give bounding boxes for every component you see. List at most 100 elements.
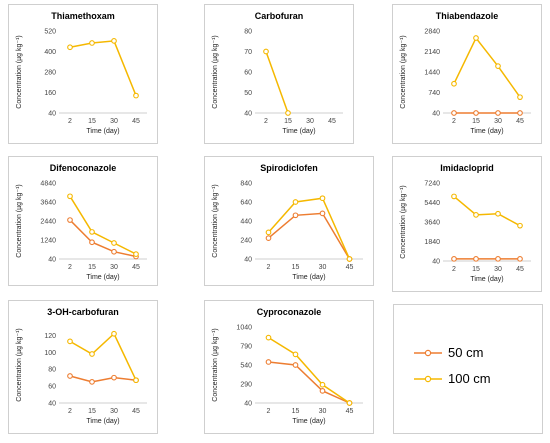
data-point-100-cm (292, 199, 299, 205)
x-tick-label: 2 (68, 264, 72, 271)
x-tick-label: 45 (346, 408, 354, 415)
data-point-100-cm (451, 80, 457, 87)
chart-svg: Carbofuran 40 50 60 70 80 2 15 30 45 Time (day) Con… (212, 11, 343, 135)
y-tick-label: 520 (44, 29, 56, 36)
x-axis-label: Time (day) (86, 274, 119, 281)
x-tick-label: 45 (132, 264, 140, 271)
data-point-50-cm (89, 379, 95, 385)
data-point-100-cm (111, 38, 117, 44)
y-tick-label: 60 (48, 384, 56, 391)
y-tick-label: 240 (240, 238, 252, 245)
chart-title-difenoconazole: Difenoconazole (50, 163, 117, 173)
chart-title-carbofuran: Carbofuran (255, 11, 304, 21)
x-tick-label: 30 (110, 118, 118, 125)
data-point-100-cm (67, 338, 73, 345)
y-tick-label: 790 (240, 344, 252, 351)
series-line-100-cm (69, 195, 137, 255)
y-tick-label: 1440 (424, 70, 440, 77)
y-tick-label: 3640 (40, 200, 56, 207)
y-tick-label: 70 (244, 49, 252, 56)
data-point-50-cm (517, 255, 523, 262)
x-tick-label: 30 (319, 264, 327, 271)
y-tick-label: 5440 (424, 200, 440, 207)
y-tick-label: 80 (48, 367, 56, 374)
data-point-100-cm (319, 381, 326, 388)
y-tick-label: 40 (432, 111, 440, 118)
y-axis-label: Concentration (µg kg⁻¹) (16, 328, 23, 401)
x-tick-label: 30 (319, 408, 327, 415)
data-point-50-cm (111, 248, 117, 255)
x-tick-label: 30 (110, 408, 118, 415)
y-tick-label: 740 (428, 90, 440, 97)
data-point-50-cm (67, 217, 73, 223)
y-tick-label: 7240 (424, 181, 440, 188)
y-tick-label: 440 (240, 219, 252, 226)
x-tick-label: 15 (284, 118, 292, 125)
y-tick-label: 40 (48, 111, 56, 118)
chart-title-3-oh-carbofuran: 3-OH-carbofuran (47, 307, 119, 317)
y-tick-label: 1240 (40, 238, 56, 245)
data-point-100-cm (495, 63, 501, 69)
data-point-100-cm (473, 211, 479, 218)
data-point-100-cm (67, 44, 73, 51)
x-tick-label: 2 (267, 408, 271, 415)
chart-panel-carbofuran: Carbofuran 40 50 60 70 80 2 15 30 45 Time (day) Con… (204, 4, 354, 144)
y-tick-label: 100 (44, 350, 56, 357)
data-point-50-cm (495, 110, 501, 116)
data-point-100-cm (517, 222, 523, 229)
y-tick-label: 80 (244, 29, 252, 36)
series-line-100-cm (268, 337, 350, 404)
chart-panel-thiamethoxam: Thiamethoxam 40 160 280 400 520 2 15 30 45 Time (d… (8, 4, 158, 144)
x-axis-label: Time (day) (282, 128, 315, 135)
x-tick-label: 30 (494, 118, 502, 125)
data-point-100-cm (319, 195, 326, 202)
chart-svg: 3-OH-carbofuran 40 60 80 100 120 2 15 30 45 Time (… (16, 307, 147, 425)
legend-item-50cm: 50 cm (414, 345, 483, 360)
chart-svg: Imidacloprid 40 1840 3640 5440 7240 2 15 30 45 Tim… (400, 163, 531, 283)
data-point-50-cm (451, 110, 457, 116)
data-point-100-cm (265, 334, 272, 341)
chart-panel-thiabendazole: Thiabendazole 40 740 1440 2140 2840 2 15 30 45 Tim… (392, 4, 542, 144)
series-line-50-cm (268, 361, 350, 404)
legend: 50 cm 100 cm (393, 304, 543, 434)
y-axis-label: Concentration (µg kg⁻¹) (212, 328, 219, 401)
y-axis-label: Concentration (µg kg⁻¹) (16, 35, 23, 108)
legend-label-100cm: 100 cm (448, 371, 491, 386)
data-point-100-cm (451, 193, 457, 200)
chart-panel-difenoconazole: Difenoconazole 40 1240 2440 3640 4840 2 15 30 45 T… (8, 156, 158, 286)
data-point-50-cm (89, 239, 95, 246)
series-line-50-cm (268, 212, 351, 260)
y-tick-label: 40 (48, 401, 56, 408)
chart-panel-cyproconazole: Cyproconazole 40 290 540 790 1040 2 15 30 45 Time … (204, 300, 374, 434)
x-tick-label: 15 (472, 118, 480, 125)
chart-title-spirodiclofen: Spirodiclofen (260, 163, 318, 173)
data-point-100-cm (473, 35, 479, 41)
y-tick-label: 50 (244, 90, 252, 97)
data-point-100-cm (263, 48, 269, 55)
chart-svg: Cyproconazole 40 290 540 790 1040 2 15 30 45 Time … (212, 307, 363, 425)
y-tick-label: 400 (44, 49, 56, 56)
x-axis-label: Time (day) (86, 418, 119, 425)
x-tick-label: 30 (110, 264, 118, 271)
data-point-100-cm (285, 110, 291, 116)
y-tick-label: 1840 (424, 239, 440, 246)
x-tick-label: 2 (452, 118, 456, 125)
x-tick-label: 15 (292, 264, 300, 271)
x-tick-label: 30 (494, 266, 502, 273)
data-point-100-cm (292, 351, 299, 358)
data-point-100-cm (133, 377, 139, 384)
series-line-100-cm (453, 36, 521, 98)
data-point-100-cm (346, 256, 353, 262)
chart-panel-3-oh-carbofuran: 3-OH-carbofuran 40 60 80 100 120 2 15 30 45 Time (… (8, 300, 158, 434)
data-point-100-cm (67, 193, 73, 200)
data-point-50-cm (319, 387, 326, 394)
x-tick-label: 15 (88, 118, 96, 125)
y-tick-label: 290 (240, 382, 252, 389)
y-tick-label: 40 (244, 401, 252, 408)
y-axis-label: Concentration (µg kg⁻¹) (400, 35, 407, 108)
data-point-100-cm (111, 330, 117, 337)
x-tick-label: 15 (88, 408, 96, 415)
data-point-50-cm (451, 255, 457, 262)
chart-title-cyproconazole: Cyproconazole (257, 307, 322, 317)
series-line-100-cm (453, 195, 521, 227)
